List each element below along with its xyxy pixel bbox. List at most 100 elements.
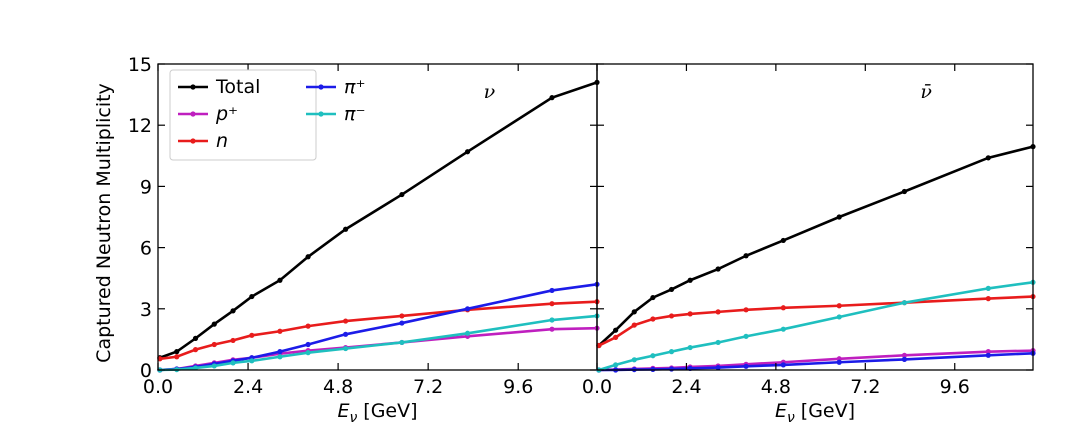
data-point [230,337,236,344]
data-point [305,341,311,348]
x-label-unit: [GeV] [801,400,855,422]
data-point [687,344,693,351]
legend-marker [190,111,196,117]
legend-label: n [216,130,228,152]
data-point [901,300,908,306]
data-point [464,306,471,312]
legend-marker [318,111,324,117]
plot-frame [596,63,1034,371]
data-point [901,356,908,362]
data-point [343,345,349,352]
data-point [743,253,749,259]
data-point [549,287,555,294]
data-point [836,214,842,220]
data-point [650,294,656,301]
data-point [715,339,721,346]
x-label-symbol: E [775,400,787,422]
y-tick-label: 12 [128,115,152,137]
data-point [399,320,405,326]
legend-marker [190,138,196,144]
x-label-symbol: E [337,400,349,422]
legend-label: π⁺ [344,76,365,98]
x-axis-label: Eν [GeV] [337,400,417,426]
x-tick-label: 7.2 [850,376,880,398]
data-point [780,237,786,244]
data-point [668,286,675,293]
legend-marker [318,84,324,90]
data-point [305,323,311,329]
x-label-unit: [GeV] [363,400,417,422]
data-point [399,191,405,198]
series-line [597,145,1034,347]
data-point [985,349,991,355]
x-label-subscript: ν [349,410,357,426]
data-point [985,285,991,291]
x-tick-label: 2.4 [233,376,263,398]
data-point [836,303,842,309]
data-point [901,188,908,195]
data-point [613,362,619,368]
x-tick-label: 0.0 [143,376,173,398]
data-point [230,308,236,314]
data-point [780,362,786,368]
y-tick-label: 6 [140,238,152,260]
data-point [174,354,180,360]
data-point [985,352,991,358]
panel-annotation: ν [484,81,496,103]
legend-label: π⁻ [344,103,365,125]
data-point [780,305,786,311]
y-tick-label: 3 [140,299,152,321]
data-point [743,333,749,339]
x-tick-label: 9.6 [940,376,970,398]
data-point [343,331,349,337]
data-point [613,334,619,340]
data-point [631,357,637,363]
data-point [249,332,255,338]
data-point [277,328,283,334]
data-point [715,364,721,371]
x-label-subscript: ν [787,410,795,426]
data-point [211,341,217,348]
y-tick-label: 0 [140,360,152,382]
y-axis-label: Captured Neutron Multiplicity [93,83,115,363]
data-point [780,326,786,332]
x-tick-label: 4.8 [761,376,791,398]
data-point [687,311,693,317]
panel-annotation: ν̄ [920,81,932,103]
data-point [715,266,721,272]
data-point [743,307,749,313]
data-point [631,322,637,328]
data-point [668,349,675,355]
legend-label: Total [215,76,260,98]
data-point [549,326,555,332]
data-point [901,352,908,358]
data-point [249,358,255,364]
legend-label: p⁺ [215,103,238,125]
series-line [159,283,598,372]
x-tick-label: 2.4 [671,376,701,398]
data-point [836,314,842,320]
data-point [464,149,471,155]
data-point [277,349,283,355]
data-point [687,277,693,283]
legend-marker [190,84,196,90]
data-point [549,317,555,323]
y-tick-label: 9 [140,176,152,198]
data-point [174,349,180,355]
data-point [399,339,405,346]
data-point [668,366,675,372]
data-point [549,301,555,307]
data-point [211,363,217,369]
data-point [549,95,555,101]
data-point [192,347,199,353]
data-point [985,155,991,161]
data-point [985,296,991,302]
x-tick-label: 7.2 [413,376,443,398]
data-point [343,318,349,324]
data-point [277,277,283,283]
data-point [249,293,255,300]
data-point [277,354,283,360]
x-axis-label: Eν [GeV] [775,400,855,426]
data-point [650,316,656,322]
